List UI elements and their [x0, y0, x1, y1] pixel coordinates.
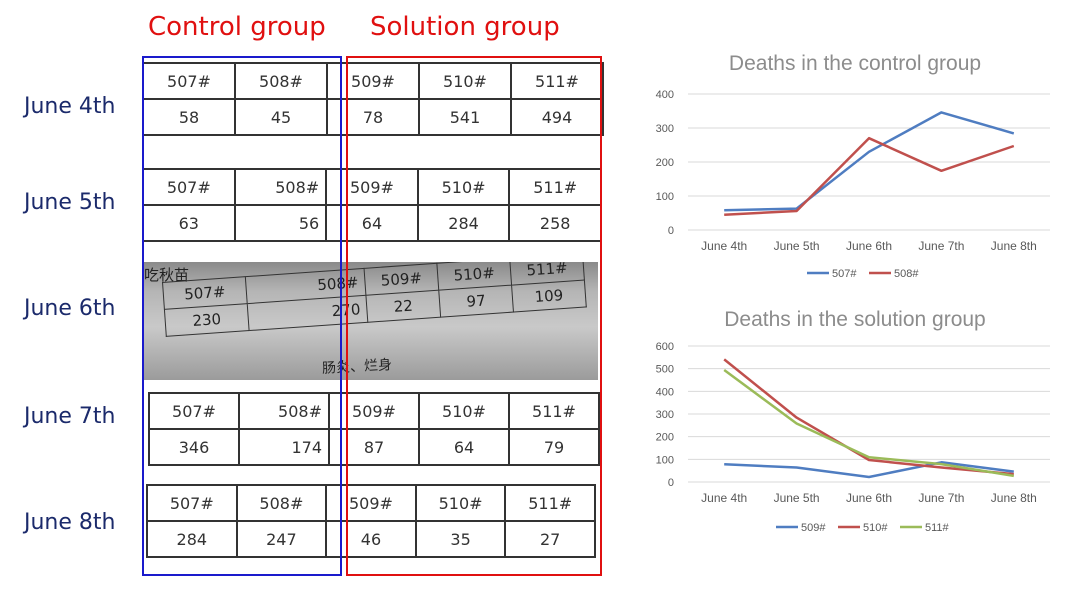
table-cell: 63 [142, 204, 236, 242]
table-cell: 511# [508, 168, 602, 206]
x-tick-label: June 4th [701, 239, 747, 253]
table-cell: 174 [238, 428, 330, 466]
y-tick-label: 600 [656, 341, 674, 353]
x-tick-label: June 6th [846, 239, 892, 253]
table-row-values: 346 174 87 64 79 [148, 428, 600, 466]
chart-title: Deaths in the solution group [724, 308, 986, 331]
chart-title: Deaths in the control group [729, 52, 981, 75]
table-cell: 27 [504, 520, 596, 558]
table-row-labels: 507# 508# 509# 510# 511# [146, 484, 596, 522]
photo-title: 吃秋苗 [144, 266, 190, 284]
x-tick-label: June 5th [774, 491, 820, 505]
day-label-june-5: June 5th [24, 190, 116, 215]
y-tick-label: 0 [668, 225, 674, 237]
y-tick-label: 500 [656, 364, 674, 376]
solution-deaths-line-chart: Deaths in the solution group 0 100 200 300 4… [656, 308, 1050, 534]
y-tick-label: 300 [656, 409, 674, 421]
legend-label: 511# [925, 522, 950, 534]
solution-group-header: Solution group [370, 12, 560, 42]
y-tick-label: 200 [656, 157, 674, 169]
day-label-june-4: June 4th [24, 94, 116, 119]
x-tick-label: June 8th [991, 239, 1037, 253]
table-row-labels: 507# 508# 509# 510# 511# [142, 168, 602, 206]
table-cell: 508# [233, 168, 328, 206]
y-tick-label: 200 [656, 432, 674, 444]
legend-label: 510# [863, 522, 888, 534]
table-cell: 511# [510, 62, 604, 100]
solution-group-outline [346, 56, 602, 576]
table-cell: 510# [416, 168, 511, 206]
day-label-june-7: June 7th [24, 404, 116, 429]
table-cell: 507# [142, 168, 236, 206]
legend-label: 508# [894, 268, 919, 280]
table-cell: 494 [510, 98, 604, 136]
x-tick-label: June 7th [918, 491, 964, 505]
y-tick-label: 400 [656, 89, 674, 101]
y-tick-label: 100 [656, 454, 674, 466]
control-group-header: Control group [148, 12, 326, 42]
table-cell: 510# [418, 62, 512, 100]
table-cell: 346 [148, 428, 240, 466]
day-label-june-6: June 6th [24, 296, 116, 321]
table-june-5: 507# 508# 509# 510# 511# 63 56 64 284 25… [142, 168, 602, 242]
table-cell: 508# [234, 62, 328, 100]
x-tick-label: June 5th [774, 239, 820, 253]
table-cell: 247 [235, 520, 328, 558]
table-cell: 507# [142, 62, 236, 100]
control-deaths-line-chart: Deaths in the control group 0 100 200 300 40… [656, 52, 1050, 280]
table-cell: 79 [508, 428, 600, 466]
table-cell: 510# [418, 392, 510, 430]
table-cell: 541 [418, 98, 512, 136]
table-cell: 87 [328, 428, 420, 466]
table-row-labels: 507# 508# 509# 510# 511# [142, 62, 604, 100]
y-tick-label: 0 [668, 477, 674, 489]
table-june-7: 507# 508# 509# 510# 511# 346 174 87 64 7… [148, 392, 600, 466]
table-cell: 509# [328, 392, 420, 430]
x-tick-label: June 8th [991, 491, 1037, 505]
x-tick-label: June 4th [701, 491, 747, 505]
table-cell: 45 [234, 98, 328, 136]
legend-label: 507# [832, 268, 857, 280]
table-cell: 56 [233, 204, 328, 242]
table-cell: 507# [148, 392, 240, 430]
table-cell: 508# [238, 392, 330, 430]
table-cell: 511# [504, 484, 596, 522]
table-cell: 284 [146, 520, 238, 558]
series-line-508 [724, 136, 1015, 216]
table-cell: 284 [416, 204, 511, 242]
table-cell: 258 [508, 204, 602, 242]
table-cell: 35 [414, 520, 507, 558]
table-cell: 64 [418, 428, 510, 466]
y-tick-label: 400 [656, 386, 674, 398]
table-june-6-photo: 吃秋苗 507# 508# 509# 510# 511# 230 270 22 … [142, 262, 598, 380]
table-cell: 510# [414, 484, 507, 522]
table-cell: 507# [146, 484, 238, 522]
table-june-8: 507# 508# 509# 510# 511# 284 247 46 35 2… [146, 484, 596, 558]
legend-label: 509# [801, 522, 826, 534]
table-cell: 508# [235, 484, 328, 522]
y-tick-label: 300 [656, 123, 674, 135]
table-cell: 58 [142, 98, 236, 136]
y-tick-label: 100 [656, 191, 674, 203]
table-row-labels: 507# 508# 509# 510# 511# [148, 392, 600, 430]
x-tick-label: June 7th [918, 239, 964, 253]
control-group-outline [142, 56, 342, 576]
table-cell: 511# [508, 392, 600, 430]
day-label-june-8: June 8th [24, 510, 116, 535]
x-tick-label: June 6th [846, 491, 892, 505]
